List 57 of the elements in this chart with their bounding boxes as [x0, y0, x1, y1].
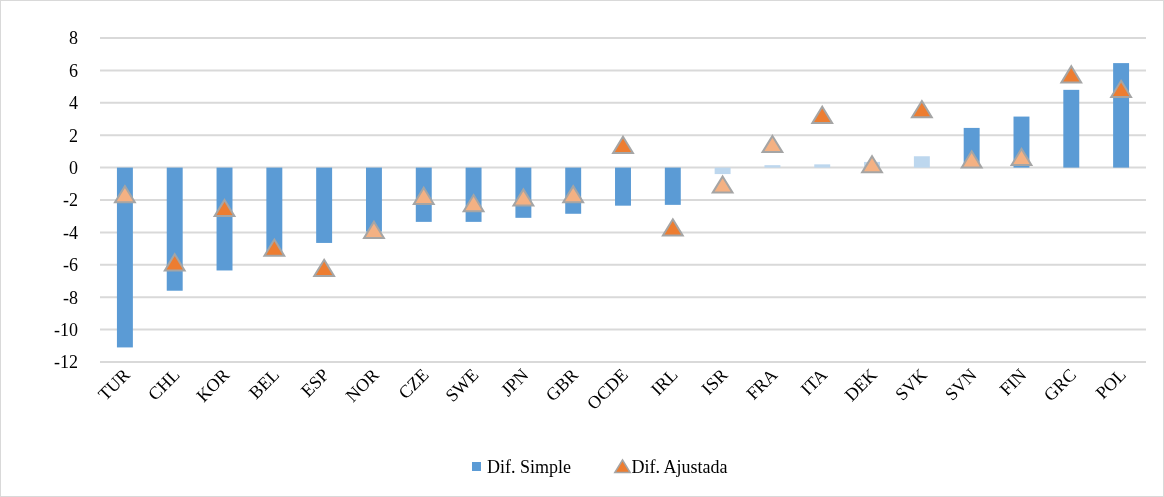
bar	[764, 165, 781, 168]
point	[163, 253, 186, 272]
point	[462, 194, 485, 213]
point	[1010, 147, 1033, 167]
point	[910, 100, 933, 119]
y-tick-label: -12	[54, 352, 78, 373]
point	[512, 188, 535, 207]
point	[313, 258, 336, 278]
point	[612, 135, 634, 154]
x-tick-label: TUR	[94, 364, 134, 405]
y-tick-label: 2	[69, 125, 78, 146]
y-tick-label: -6	[63, 255, 78, 276]
x-tick-label: CZE	[394, 364, 433, 403]
point	[861, 155, 883, 174]
point	[811, 105, 834, 124]
x-tick-label: CHL	[143, 364, 184, 405]
bar	[116, 167, 133, 348]
point	[711, 175, 734, 194]
x-tick-label: FRA	[742, 364, 782, 404]
y-tick-label: -8	[63, 287, 78, 308]
bar	[913, 156, 930, 168]
x-tick-label: GBR	[541, 364, 583, 405]
point	[412, 186, 435, 205]
x-tick-label: ESP	[296, 364, 333, 401]
x-tick-label: ISR	[697, 364, 732, 399]
y-tick-label: -4	[63, 222, 78, 243]
point	[562, 185, 585, 204]
x-tick-label: JPN	[496, 364, 533, 401]
point	[1060, 65, 1083, 84]
point	[114, 185, 136, 204]
bar	[316, 167, 333, 243]
bar	[365, 167, 382, 232]
bar	[615, 167, 631, 206]
x-tick-label: ITA	[796, 364, 832, 400]
bar	[814, 164, 831, 168]
point	[761, 134, 784, 154]
x-tick-label: IRL	[646, 364, 682, 400]
y-tick-label: 6	[69, 60, 78, 81]
bar	[714, 167, 731, 175]
y-tick-label: 8	[69, 28, 78, 49]
x-tick-label: FIN	[995, 364, 1031, 400]
point	[1110, 79, 1132, 99]
point	[661, 218, 684, 237]
point	[363, 220, 385, 239]
y-tick-label: 4	[69, 93, 78, 114]
point	[213, 198, 236, 218]
legend-label: Dif. Ajustada	[631, 457, 728, 478]
y-tick-label: 0	[69, 157, 78, 178]
bar	[664, 167, 681, 205]
y-tick-label: -2	[63, 190, 78, 211]
point	[960, 150, 983, 169]
bar	[1063, 89, 1080, 168]
x-tick-label: BEL	[244, 364, 284, 403]
point	[263, 238, 286, 257]
legend-label: Dif. Simple	[487, 457, 572, 478]
y-tick-label: -10	[54, 319, 78, 340]
x-tick-label: POL	[1091, 364, 1130, 403]
